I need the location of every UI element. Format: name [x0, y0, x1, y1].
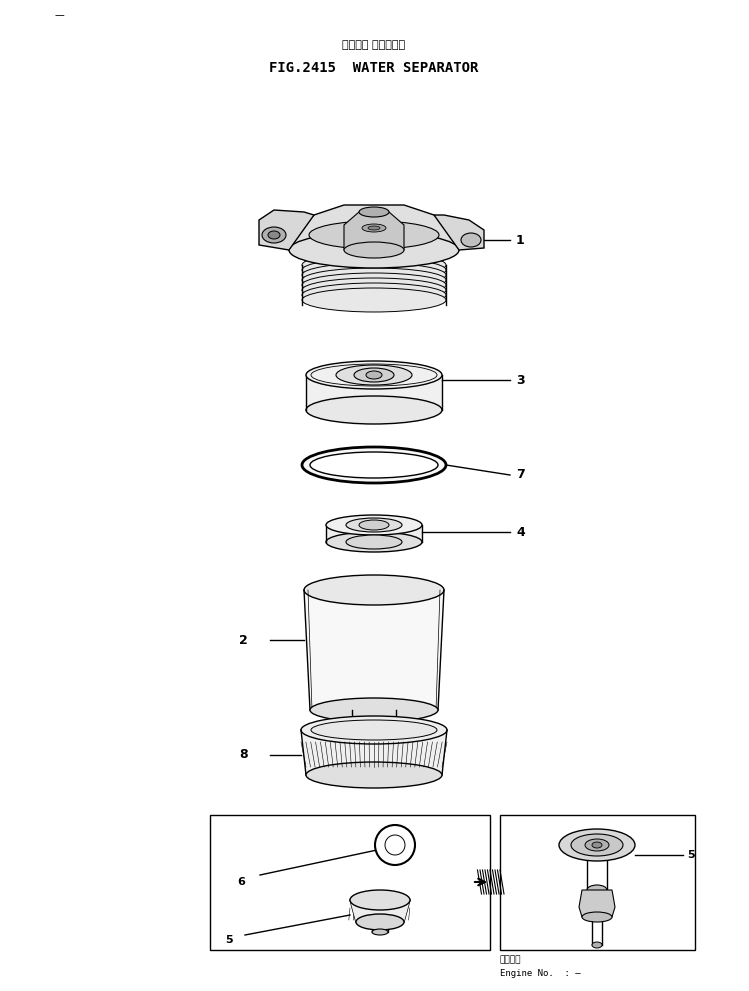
Ellipse shape [311, 720, 437, 740]
Ellipse shape [356, 914, 404, 930]
Ellipse shape [359, 520, 389, 530]
Ellipse shape [354, 368, 394, 382]
Text: 1: 1 [516, 234, 525, 247]
Text: 4: 4 [516, 525, 525, 538]
Ellipse shape [366, 371, 382, 379]
Ellipse shape [559, 829, 635, 861]
Ellipse shape [372, 929, 388, 935]
Ellipse shape [582, 912, 612, 922]
Text: 2: 2 [239, 633, 248, 646]
Ellipse shape [302, 263, 446, 287]
Ellipse shape [304, 575, 444, 605]
Ellipse shape [302, 268, 446, 292]
Ellipse shape [326, 532, 422, 552]
Text: 6: 6 [237, 877, 245, 887]
Ellipse shape [326, 515, 422, 535]
Ellipse shape [309, 221, 439, 249]
Polygon shape [259, 210, 314, 250]
Ellipse shape [289, 232, 459, 268]
Ellipse shape [359, 207, 389, 217]
Ellipse shape [306, 361, 442, 389]
Polygon shape [579, 890, 615, 917]
Ellipse shape [461, 233, 481, 247]
Ellipse shape [592, 942, 602, 948]
Ellipse shape [302, 278, 446, 302]
Ellipse shape [306, 762, 442, 788]
Ellipse shape [350, 890, 410, 910]
Ellipse shape [302, 273, 446, 297]
Ellipse shape [336, 365, 412, 385]
Text: 適用底機: 適用底機 [500, 955, 521, 964]
Ellipse shape [346, 535, 402, 549]
Ellipse shape [302, 253, 446, 277]
Text: 7: 7 [516, 469, 525, 482]
Polygon shape [301, 730, 447, 775]
Ellipse shape [592, 842, 602, 848]
Text: —: — [55, 10, 64, 20]
Ellipse shape [585, 839, 609, 851]
Polygon shape [350, 900, 410, 922]
Text: 5: 5 [225, 935, 233, 945]
Polygon shape [344, 212, 404, 250]
Ellipse shape [346, 518, 402, 532]
Text: FIG.2415  WATER SEPARATOR: FIG.2415 WATER SEPARATOR [270, 61, 479, 75]
Ellipse shape [571, 834, 623, 856]
Ellipse shape [310, 698, 438, 722]
Text: 5: 5 [687, 850, 694, 860]
Bar [500, 815, 695, 950]
Ellipse shape [262, 227, 286, 243]
Ellipse shape [362, 224, 386, 232]
Ellipse shape [310, 452, 438, 478]
Ellipse shape [268, 231, 280, 239]
Bar [210, 815, 490, 950]
Polygon shape [326, 525, 422, 542]
Ellipse shape [352, 720, 396, 736]
Ellipse shape [301, 716, 447, 744]
Ellipse shape [302, 258, 446, 282]
Ellipse shape [306, 396, 442, 424]
Ellipse shape [344, 242, 404, 258]
Ellipse shape [385, 835, 405, 855]
Ellipse shape [368, 226, 380, 230]
Text: ウォータ セパレータ: ウォータ セパレータ [342, 40, 405, 50]
Polygon shape [306, 375, 442, 410]
Polygon shape [304, 590, 444, 710]
Polygon shape [434, 215, 484, 250]
Polygon shape [289, 205, 459, 260]
Ellipse shape [587, 885, 607, 895]
Ellipse shape [302, 447, 446, 483]
Text: 3: 3 [516, 374, 524, 386]
Text: 8: 8 [240, 748, 248, 761]
Ellipse shape [302, 283, 446, 307]
Ellipse shape [302, 288, 446, 312]
Ellipse shape [375, 825, 415, 865]
Text: Engine No.  : –: Engine No. : – [500, 969, 580, 978]
